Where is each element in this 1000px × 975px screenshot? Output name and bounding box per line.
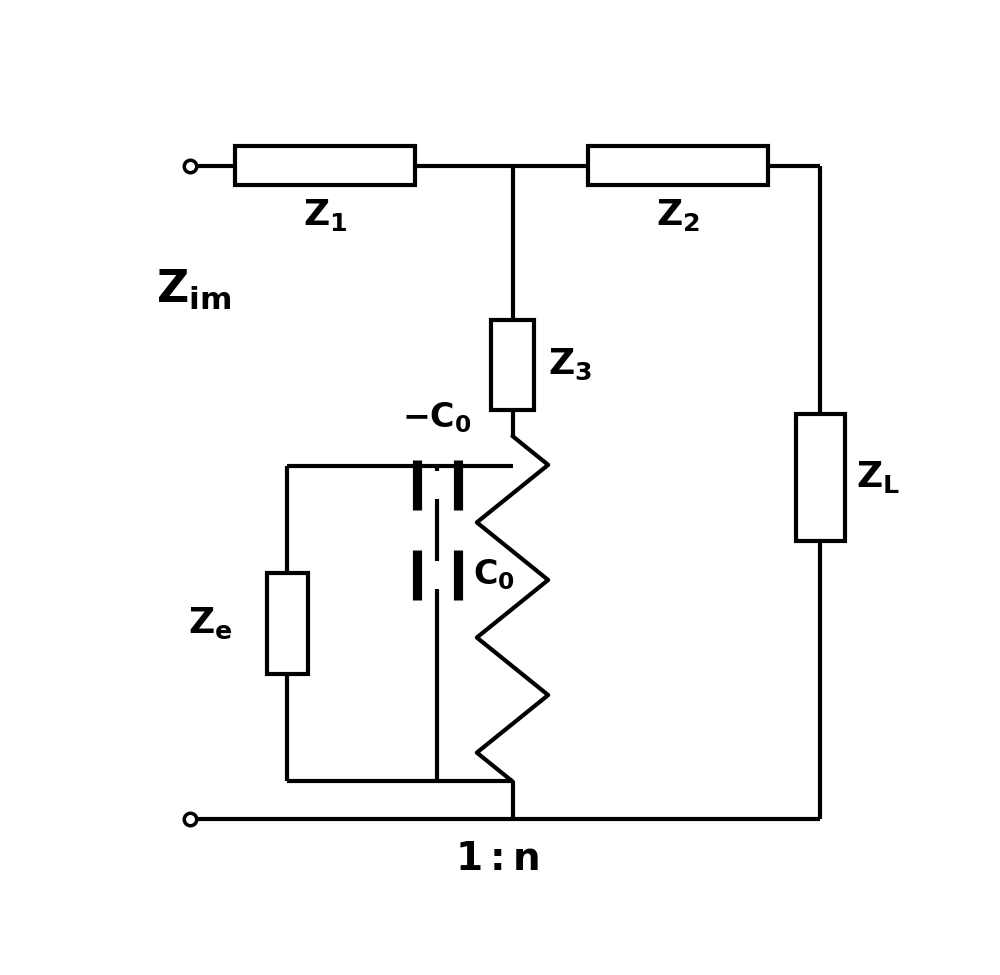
Text: $\mathbf{Z_1}$: $\mathbf{Z_1}$ (303, 197, 347, 233)
Text: $\mathbf{Z_3}$: $\mathbf{Z_3}$ (548, 347, 592, 382)
FancyBboxPatch shape (588, 146, 768, 185)
Text: $\mathbf{Z_e}$: $\mathbf{Z_e}$ (188, 606, 233, 642)
Text: $\mathbf{-C_0}$: $\mathbf{-C_0}$ (402, 401, 472, 435)
FancyBboxPatch shape (267, 573, 308, 675)
FancyBboxPatch shape (796, 413, 845, 541)
Text: $\mathbf{1:n}$: $\mathbf{1:n}$ (455, 840, 540, 878)
Text: $\mathbf{Z_2}$: $\mathbf{Z_2}$ (656, 197, 700, 233)
FancyBboxPatch shape (491, 320, 534, 410)
FancyBboxPatch shape (235, 146, 415, 185)
Text: $\mathbf{Z_{im}}$: $\mathbf{Z_{im}}$ (156, 267, 231, 312)
Text: $\mathbf{C_0}$: $\mathbf{C_0}$ (473, 558, 515, 592)
Text: $\mathbf{Z_L}$: $\mathbf{Z_L}$ (856, 459, 900, 495)
